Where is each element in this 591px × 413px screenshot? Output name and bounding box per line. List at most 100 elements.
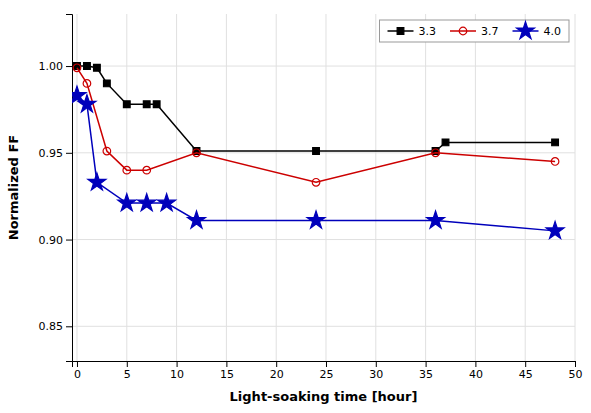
legend: 3.3 3.7 4.0: [380, 20, 570, 42]
chart: 051015202530354045500.850.900.951.003.33…: [0, 0, 591, 413]
tick-label: 0.95: [39, 147, 64, 160]
tick-mark: [226, 361, 227, 367]
series-marker: [73, 64, 81, 72]
legend-entry: 4.0: [513, 22, 562, 39]
tick-label: 0.90: [39, 234, 64, 247]
tick-label: 45: [519, 368, 533, 381]
tick-mark: [77, 361, 78, 367]
series-marker: [78, 95, 96, 112]
tick-label: 40: [469, 368, 483, 381]
tick: 0.90: [39, 234, 73, 247]
tick-label: 5: [124, 368, 131, 381]
tick: 0.85: [39, 320, 73, 333]
series-marker: [427, 211, 445, 228]
tick: 25: [319, 361, 333, 381]
legend-label: 4.0: [544, 25, 562, 38]
legend-marker: [397, 28, 404, 35]
tick: 20: [270, 361, 284, 381]
series-line: [77, 68, 555, 183]
tick: 15: [220, 361, 234, 381]
tick: 0: [74, 361, 81, 381]
tick: 10: [170, 361, 184, 381]
tick-mark: [575, 361, 576, 367]
tick: 1.00: [39, 60, 73, 73]
series-marker: [312, 179, 320, 187]
tick: 50: [569, 361, 583, 381]
grid-line-y: [72, 326, 575, 327]
tick-mark: [475, 361, 476, 367]
legend-label: 3.3: [419, 25, 437, 38]
grid: [72, 14, 575, 361]
series-marker: [123, 101, 130, 108]
tick-mark: [525, 361, 526, 367]
grid-line-y: [72, 239, 575, 240]
legend-marker: [459, 27, 467, 35]
grid-line-y: [72, 66, 575, 67]
series-marker: [104, 80, 111, 87]
series-marker: [307, 211, 325, 228]
series-marker: [103, 147, 111, 155]
legend-box: [380, 20, 570, 42]
series-marker: [143, 166, 151, 174]
series-marker: [551, 158, 559, 166]
series-marker: [88, 173, 106, 190]
y-axis: 0.85 0.90 0.95 1.00: [39, 15, 73, 362]
tick-label: 30: [369, 368, 383, 381]
series-marker: [138, 194, 156, 211]
series-marker: [84, 63, 91, 70]
series-marker: [552, 139, 559, 146]
tick: 30: [369, 361, 383, 381]
series-line: [77, 96, 555, 231]
axis-line: [66, 15, 73, 362]
x-axis: 0 5 10 15 20 25 30 35 40 45 50: [73, 361, 583, 381]
series-marker: [442, 139, 449, 146]
series-marker: [188, 211, 206, 228]
legend-entry: 3.7: [450, 25, 499, 38]
tick: 5: [124, 361, 131, 381]
series-marker: [153, 101, 160, 108]
tick-mark: [127, 361, 128, 367]
legend-entry: 3.3: [388, 25, 437, 38]
tick-mark: [177, 361, 178, 367]
tick-mark: [66, 326, 72, 327]
x-axis-title: Light-soaking time [hour]: [230, 389, 418, 404]
series-marker: [72, 86, 86, 103]
plot-area: 051015202530354045500.850.900.951.003.33…: [39, 14, 583, 381]
tick-label: 1.00: [39, 60, 64, 73]
series-marker: [123, 166, 131, 174]
grid-line-y: [72, 152, 575, 153]
tick-mark: [276, 361, 277, 367]
series-marker: [94, 64, 101, 71]
tick-label: 35: [419, 368, 433, 381]
tick-mark: [426, 361, 427, 367]
series-marker: [193, 149, 201, 157]
tick-mark: [66, 66, 72, 67]
legend-marker: [517, 22, 535, 39]
series-line: [77, 66, 555, 151]
legend-label: 3.7: [481, 25, 499, 38]
tick-label: 50: [569, 368, 583, 381]
tick-mark: [66, 240, 72, 241]
tick-mark: [326, 361, 327, 367]
series-marker: [83, 80, 91, 88]
tick-label: 20: [270, 368, 284, 381]
tick-label: 25: [319, 368, 333, 381]
series-marker: [432, 149, 440, 157]
legend-line: [450, 30, 476, 32]
y-axis-title: Normalized FF: [6, 135, 21, 240]
tick: 0.95: [39, 147, 73, 160]
series-marker: [143, 101, 150, 108]
tick: 40: [469, 361, 483, 381]
series-marker: [158, 194, 176, 211]
tick-label: 0: [74, 368, 81, 381]
tick: 35: [419, 361, 433, 381]
series-group: [72, 63, 564, 239]
series-marker: [313, 148, 320, 155]
axis-line: [73, 362, 576, 368]
tick: 45: [519, 361, 533, 381]
tick-mark: [376, 361, 377, 367]
tick-label: 0.85: [39, 320, 64, 333]
tick-mark: [66, 153, 72, 154]
tick-label: 15: [220, 368, 234, 381]
series-marker: [546, 221, 564, 238]
